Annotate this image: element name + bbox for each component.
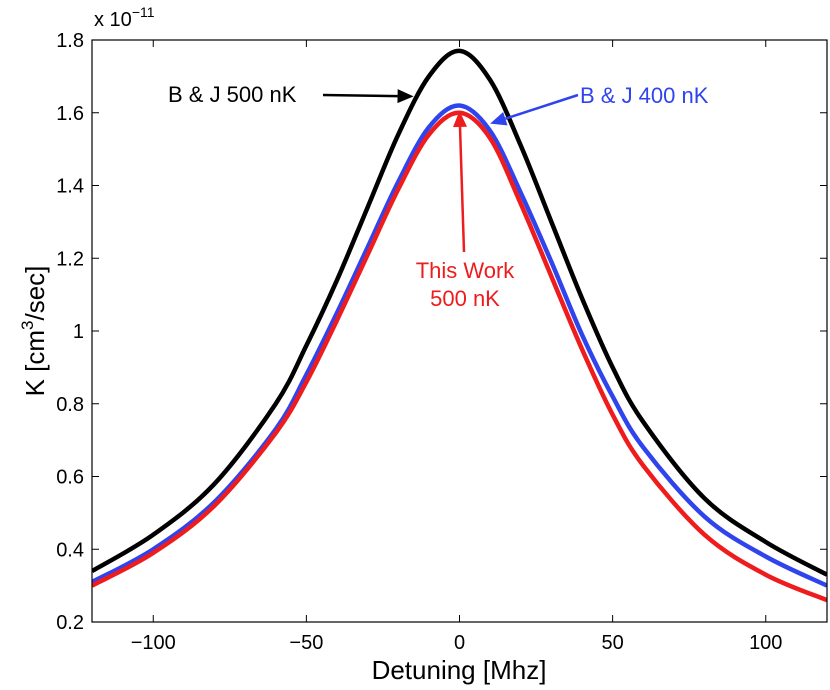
- series-1-point: [367, 246, 369, 248]
- series-1-point: [397, 181, 399, 183]
- series-2-point: [305, 381, 307, 383]
- y-tick-label: 1.4: [56, 176, 84, 198]
- ticks-layer: −100 −50 0 50 100 0.2 0.4 0.6 0.8 1 1.2 1.4 1.6 1.8: [56, 30, 827, 654]
- series-0-point: [458, 50, 461, 52]
- x-axis-label: Detuning [Mhz]: [372, 655, 547, 685]
- series-2-point: [550, 275, 552, 278]
- series-2-point: [642, 464, 644, 467]
- annotation-label: B & J 500 nK: [168, 82, 297, 107]
- y-axis-label: K [cm3/sec]: [18, 266, 50, 397]
- series-0-point: [275, 403, 277, 405]
- series-2-point: [152, 552, 154, 554]
- series-1-point: [305, 374, 307, 376]
- series-2-point: [397, 188, 399, 190]
- annotation-label: 500 nK: [430, 286, 500, 311]
- annotation-arrow-shaft: [322, 93, 398, 98]
- series-2-point: [213, 505, 216, 507]
- annotation-label: B & J 400 nK: [580, 83, 709, 108]
- series-0-point: [213, 483, 216, 485]
- series-1-point: [703, 515, 706, 518]
- series-0-point: [489, 79, 491, 81]
- series-0-point: [336, 279, 338, 281]
- annotation-arrow-shaft: [504, 93, 579, 120]
- series-2-point: [275, 432, 277, 434]
- series-2-point: [428, 133, 430, 136]
- annotation-arrow-shaft: [458, 126, 466, 253]
- series-1-point: [581, 334, 583, 336]
- series-0-point: [428, 75, 430, 77]
- series-0-point: [305, 344, 307, 347]
- series-2-point: [520, 203, 522, 205]
- series-2-point: [581, 348, 583, 350]
- annotation-label: This Work: [416, 258, 516, 283]
- y-tick-label: 0.8: [56, 394, 84, 416]
- series-0-point: [642, 421, 644, 423]
- annotation-arrow-head: [490, 112, 508, 126]
- series-0-point: [520, 144, 522, 147]
- y-exponent-label: x 10−11: [94, 4, 155, 31]
- series-0-point: [765, 541, 767, 543]
- series-0-point: [703, 497, 706, 499]
- series-0-point: [367, 206, 369, 208]
- series-1-point: [428, 126, 430, 128]
- series-0-point: [397, 133, 399, 136]
- series-1-point: [458, 104, 461, 107]
- annotation-arrow-head: [453, 110, 468, 128]
- x-tick-label: 100: [749, 632, 782, 654]
- y-tick-label: 1: [73, 321, 84, 343]
- x-tick-label: −50: [289, 632, 323, 654]
- series-1-point: [612, 395, 614, 398]
- series-1-point: [152, 548, 154, 550]
- series-2-point: [367, 254, 369, 256]
- series-1-point: [642, 446, 644, 448]
- y-tick-label: 0.6: [56, 467, 84, 489]
- series-0-point: [581, 297, 583, 299]
- x-tick-label: 50: [602, 632, 624, 654]
- y-tick-label: 1.8: [56, 30, 84, 52]
- series-2-point: [336, 319, 338, 321]
- x-tick-label: 0: [454, 632, 465, 654]
- annotation-layer: B & J 500 nK B & J 400 nK This Work 500 nK: [168, 82, 709, 311]
- series-1-point: [520, 192, 522, 194]
- series-2-point: [489, 137, 491, 139]
- y-tick-label: 1.6: [56, 103, 84, 125]
- annotation-arrow-head: [397, 89, 414, 104]
- series-0-point: [152, 534, 154, 536]
- series-1-point: [336, 312, 338, 314]
- series-0-point: [612, 366, 614, 368]
- y-tick-label: 0.4: [56, 539, 84, 561]
- series-1-point: [765, 555, 767, 558]
- y-tick-label: 0.2: [56, 612, 84, 634]
- series-0-point: [550, 221, 552, 223]
- series-2-point: [703, 534, 706, 536]
- series-1-point: [489, 130, 491, 132]
- series-2-point: [612, 414, 614, 416]
- x-tick-label: −100: [131, 632, 176, 654]
- series-2-point: [765, 574, 767, 576]
- series-1-point: [550, 261, 552, 263]
- y-tick-label: 1.2: [56, 248, 84, 270]
